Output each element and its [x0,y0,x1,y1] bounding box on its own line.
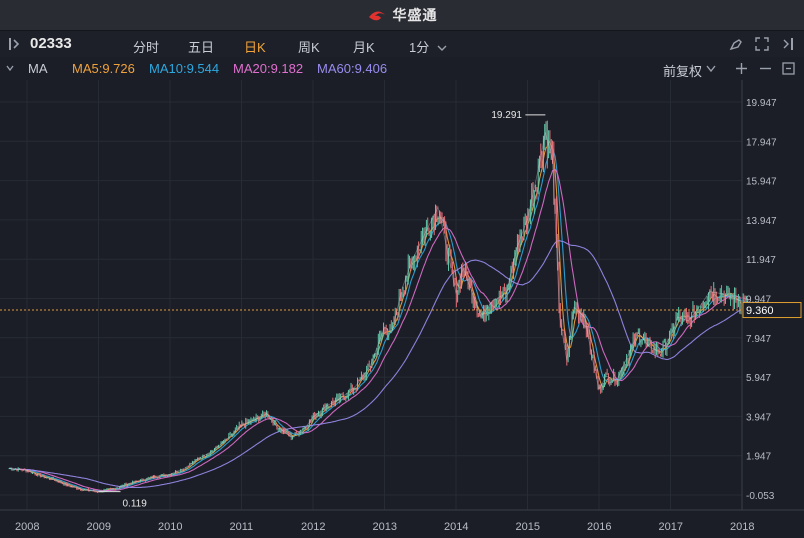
ma20-line [9,168,749,492]
tab-one-minute[interactable]: 1分 [409,37,447,56]
tab-daily-k[interactable]: 日K [244,40,266,55]
max-annotation: 19.291 [491,110,546,121]
tab-monthly-k[interactable]: 月K [353,40,375,55]
stock-symbol[interactable]: 02333 [30,35,72,52]
sidebar-toggle-icon[interactable] [8,37,22,51]
chevron-down-icon [437,45,447,51]
y-axis: 19.947 17.947 15.947 13.947 11.947 9.947 7.947… [741,80,777,510]
tab-weekly-k[interactable]: 周K [298,40,320,55]
app-logo-icon [368,11,385,21]
y-tick-label: 11.947 [746,255,776,266]
indicator-bar: MA MA5:9.726 MA10:9.544 MA20:9.182 MA60:… [0,58,804,80]
draw-tool-icon[interactable] [728,36,744,52]
ma5-value: MA5:9.726 [72,61,135,76]
y-tick-label: 9.947 [746,295,771,306]
y-tick-label: 15.947 [746,177,777,188]
candles [8,120,750,494]
toolbar-icons [728,36,796,52]
y-tick-label: 3.947 [746,412,771,423]
current-price-tag: 9.360 [742,302,802,319]
x-tick-label: 2009 [87,521,111,533]
one-minute-label: 1分 [409,40,430,55]
zoom-in-icon[interactable] [735,62,748,75]
title-bar: 华盛通 [0,0,804,31]
y-tick-label: 17.947 [746,137,777,148]
x-tick-label: 2011 [230,521,254,533]
x-tick-label: 2012 [301,521,325,533]
collapse-panel-icon[interactable] [780,36,796,52]
x-tick-label: 2015 [516,521,540,533]
x-axis: 2008 2009 2010 2011 2012 2013 2014 2015 2016 2017… [0,509,804,533]
min-price-label: 0.119 [123,499,148,510]
y-tick-label: 5.947 [746,373,771,384]
chart-background [0,80,804,538]
price-line [9,132,750,493]
tab-five-day[interactable]: 五日 [188,40,215,55]
max-price-label: 19.291 [491,110,522,121]
toolbar: 02333 分时 五日 日K 周K 月K 1分 [0,31,804,57]
x-tick-label: 2010 [158,521,182,533]
ma10-value: MA10:9.544 [149,61,220,76]
app-title: 华盛通 [392,7,438,23]
x-tick-label: 2014 [444,521,468,533]
x-tick-label: 2008 [15,521,39,533]
y-tick-label: -0.053 [746,491,775,502]
x-tick-label: 2016 [587,521,611,533]
tab-intraday[interactable]: 分时 [133,40,160,55]
current-price-label: 9.360 [746,305,774,317]
y-tick-label: 19.947 [746,98,777,109]
ma20-value: MA20:9.182 [233,61,304,76]
y-tick-label: 1.947 [746,452,771,463]
fullscreen-icon[interactable] [754,36,770,52]
x-tick-label: 2017 [659,521,683,533]
y-tick-label: 13.947 [746,216,777,227]
adjust-chevron-icon[interactable] [706,65,716,73]
min-annotation: 0.119 [98,491,148,510]
reset-view-icon[interactable] [782,62,795,75]
ma60-value: MA60:9.406 [317,61,388,76]
ma60-line [9,240,749,489]
adjust-select[interactable]: 前复权 [663,64,703,79]
zoom-out-icon[interactable] [759,62,772,75]
price-chart[interactable]: 9.360 19.291 0.119 19.947 17.947 15.947 13.… [0,80,804,538]
price-series [9,132,750,493]
indicator-name[interactable]: MA [28,61,48,76]
y-tick-label: 7.947 [746,334,771,345]
x-tick-label: 2013 [373,521,397,533]
x-tick-label: 2018 [730,521,754,533]
indicator-collapse-icon[interactable] [6,65,14,72]
